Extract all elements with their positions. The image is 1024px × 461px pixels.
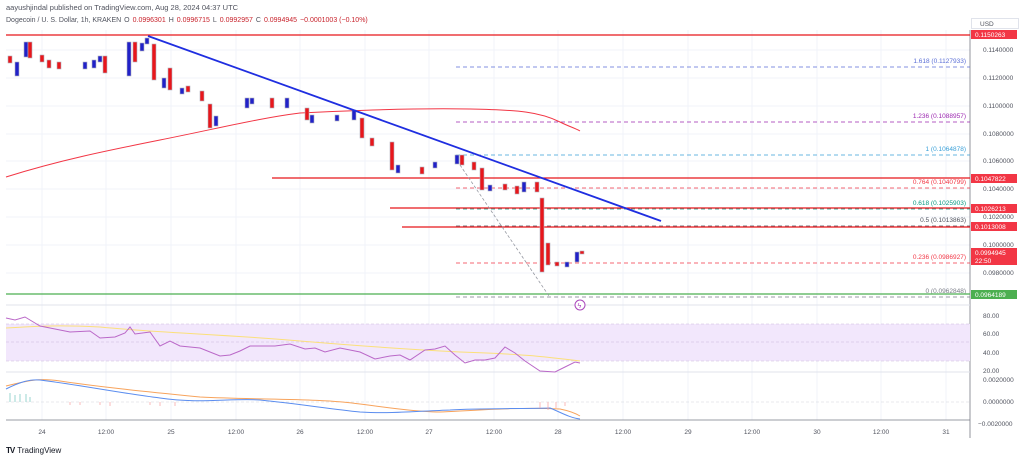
svg-text:40.00: 40.00 [983,350,1000,357]
low-value: 0.0992957 [219,17,253,24]
svg-text:12:00: 12:00 [615,429,632,436]
macd-line [5,379,581,420]
svg-text:25: 25 [167,429,175,436]
bearish-trendline[interactable] [147,35,662,222]
svg-text:31: 31 [942,429,950,436]
rsi-line [5,316,581,373]
time-axis[interactable]: 24 12:00 25 12:00 26 12:00 27 12:00 28 12:00 … [38,429,950,436]
fibonacci-levels[interactable] [456,66,970,298]
brand-name: TradingView [17,446,62,455]
svg-text:28: 28 [554,429,562,436]
rsi-scale: 80.00 60.00 40.00 20.00 [983,313,1000,375]
svg-text:26: 26 [296,429,304,436]
svg-text:0.1150263: 0.1150263 [975,32,1006,39]
resistance-lines[interactable] [6,34,970,228]
rsi-ma-line [5,325,581,362]
svg-text:0.0994945: 0.0994945 [975,250,1006,257]
svg-text:27: 27 [425,429,433,436]
svg-text:0.0000000: 0.0000000 [983,399,1014,406]
svg-text:0.1120000: 0.1120000 [983,75,1014,82]
svg-text:12:00: 12:00 [873,429,890,436]
fib-label-1236: 1.236 (0.1088957) [913,113,966,120]
svg-text:0.1100000: 0.1100000 [983,103,1014,110]
tradingview-logo[interactable]: TV TradingView [6,446,61,455]
svg-text:30: 30 [813,429,821,436]
svg-text:12:00: 12:00 [98,429,115,436]
svg-text:0.1026213: 0.1026213 [975,206,1006,213]
fib-label-0764: 0.764 (0.1040799) [913,179,966,186]
change-value: −0.0001003 (−0.10%) [300,17,368,24]
symbol-title[interactable]: Dogecoin / U. S. Dollar, 1h, KRAKEN [6,17,122,24]
price-tags: 0.1150263 0.1047822 0.1026213 0.1013008 … [971,30,1017,299]
price-scale[interactable]: 0.1140000 0.1120000 0.1100000 0.1080000 … [983,47,1014,277]
close-value: 0.0994945 [263,17,298,24]
open-value: 0.0996301 [132,17,166,24]
candlesticks [7,37,585,273]
svg-text:0.1140000: 0.1140000 [983,47,1014,54]
fib-anchor-line [459,164,550,297]
close-label: C [255,17,261,24]
symbol-legend: Dogecoin / U. S. Dollar, 1h, KRAKEN O 0.0… [6,17,368,24]
open-label: O [124,17,130,24]
fib-label-0236: 0.236 (0.0986927) [913,254,966,261]
fib-label-1: 1 (0.1064878) [926,146,966,153]
lightning-event-icon[interactable]: ϟ [574,299,586,311]
svg-text:24: 24 [38,429,46,436]
svg-text:−0.0020000: −0.0020000 [978,421,1013,428]
macd-scale: 0.0020000 0.0000000 −0.0020000 [978,377,1014,428]
svg-text:80.00: 80.00 [983,313,1000,320]
svg-text:0.1060000: 0.1060000 [983,158,1014,165]
currency-label[interactable]: USD [971,18,1019,29]
svg-text:12:00: 12:00 [228,429,245,436]
high-value: 0.0996715 [176,17,210,24]
fibonacci-labels: 1.618 (0.1127933) 1.236 (0.1088957) 1 (0… [913,58,966,295]
svg-text:12:00: 12:00 [486,429,503,436]
grid [6,30,970,420]
publisher-line: aayushjindal published on TradingView.co… [6,3,239,12]
svg-text:29: 29 [684,429,692,436]
svg-text:0.1000000: 0.1000000 [983,242,1014,249]
svg-text:0.0020000: 0.0020000 [983,377,1014,384]
svg-text:ϟ: ϟ [578,303,582,310]
svg-text:60.00: 60.00 [983,331,1000,338]
svg-text:0.1040000: 0.1040000 [983,186,1014,193]
svg-text:20.00: 20.00 [983,368,1000,375]
low-label: L [212,17,217,24]
moving-average-line [5,108,581,178]
svg-text:0.1080000: 0.1080000 [983,131,1014,138]
fib-label-0618: 0.618 (0.1025903) [913,200,966,207]
high-label: H [168,17,174,24]
svg-text:0.1013008: 0.1013008 [975,224,1006,231]
rsi-band [6,324,970,361]
svg-text:0.0964189: 0.0964189 [975,292,1006,299]
svg-text:22:50: 22:50 [975,258,992,265]
svg-text:12:00: 12:00 [357,429,374,436]
fib-label-1618: 1.618 (0.1127933) [913,58,966,65]
svg-text:0.1020000: 0.1020000 [983,214,1014,221]
tradingview-mark-icon: TV [6,446,15,455]
svg-text:12:00: 12:00 [744,429,761,436]
svg-text:0.0980000: 0.0980000 [983,270,1014,277]
svg-text:0.1047822: 0.1047822 [975,176,1006,183]
fib-label-05: 0.5 (0.1013863) [920,217,966,224]
fib-label-0: 0 (0.0962848) [926,288,966,295]
